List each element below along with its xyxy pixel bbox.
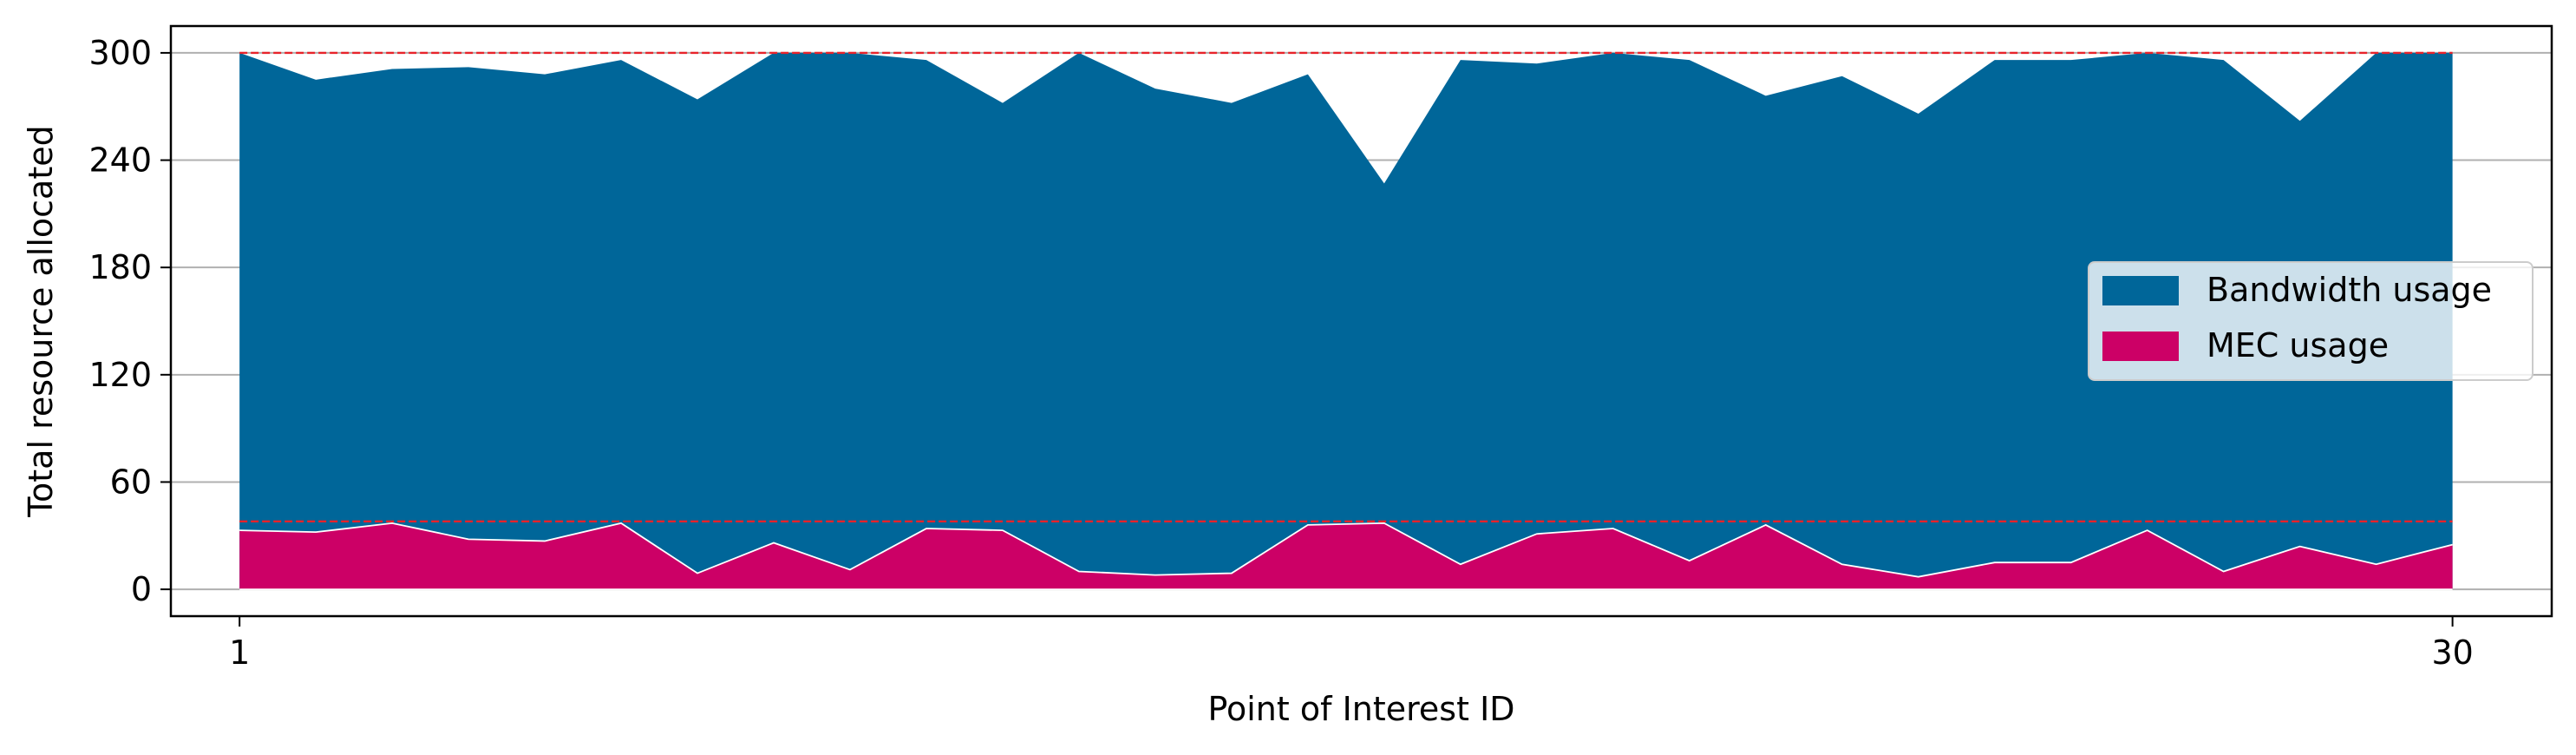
legend-label-1: MEC usage bbox=[2207, 326, 2389, 364]
bandwidth-usage-area bbox=[239, 52, 2453, 590]
legend: Bandwidth usage MEC usage bbox=[2088, 261, 2534, 381]
x-tick-label-1: 1 bbox=[229, 634, 250, 672]
legend-box bbox=[2088, 261, 2534, 381]
plot-frame bbox=[169, 24, 2553, 618]
mec-usage-line bbox=[239, 522, 2453, 578]
y-tick-label-300: 300 bbox=[88, 34, 152, 72]
y-axis-title: Total resource allocated bbox=[22, 125, 60, 518]
x-axis-ticks: 1 30 bbox=[229, 616, 2474, 672]
legend-swatch-1 bbox=[2102, 332, 2179, 361]
y-tick-label-180: 180 bbox=[88, 248, 152, 286]
area-series bbox=[239, 52, 2453, 590]
reference-lines bbox=[239, 51, 2453, 522]
y-axis-ticks: 0 60 120 180 240 300 bbox=[88, 34, 171, 608]
y-tick-label-120: 120 bbox=[88, 356, 152, 394]
x-tick-label-30: 30 bbox=[2431, 634, 2473, 672]
legend-swatch-0 bbox=[2102, 276, 2179, 305]
y-tick-label-0: 0 bbox=[131, 570, 152, 608]
y-tick-label-240: 240 bbox=[88, 141, 152, 180]
y-tick-label-60: 60 bbox=[110, 463, 152, 501]
legend-label-0: Bandwidth usage bbox=[2207, 271, 2492, 309]
mec-usage-area bbox=[239, 522, 2453, 590]
x-axis-title: Point of Interest ID bbox=[1207, 690, 1514, 728]
